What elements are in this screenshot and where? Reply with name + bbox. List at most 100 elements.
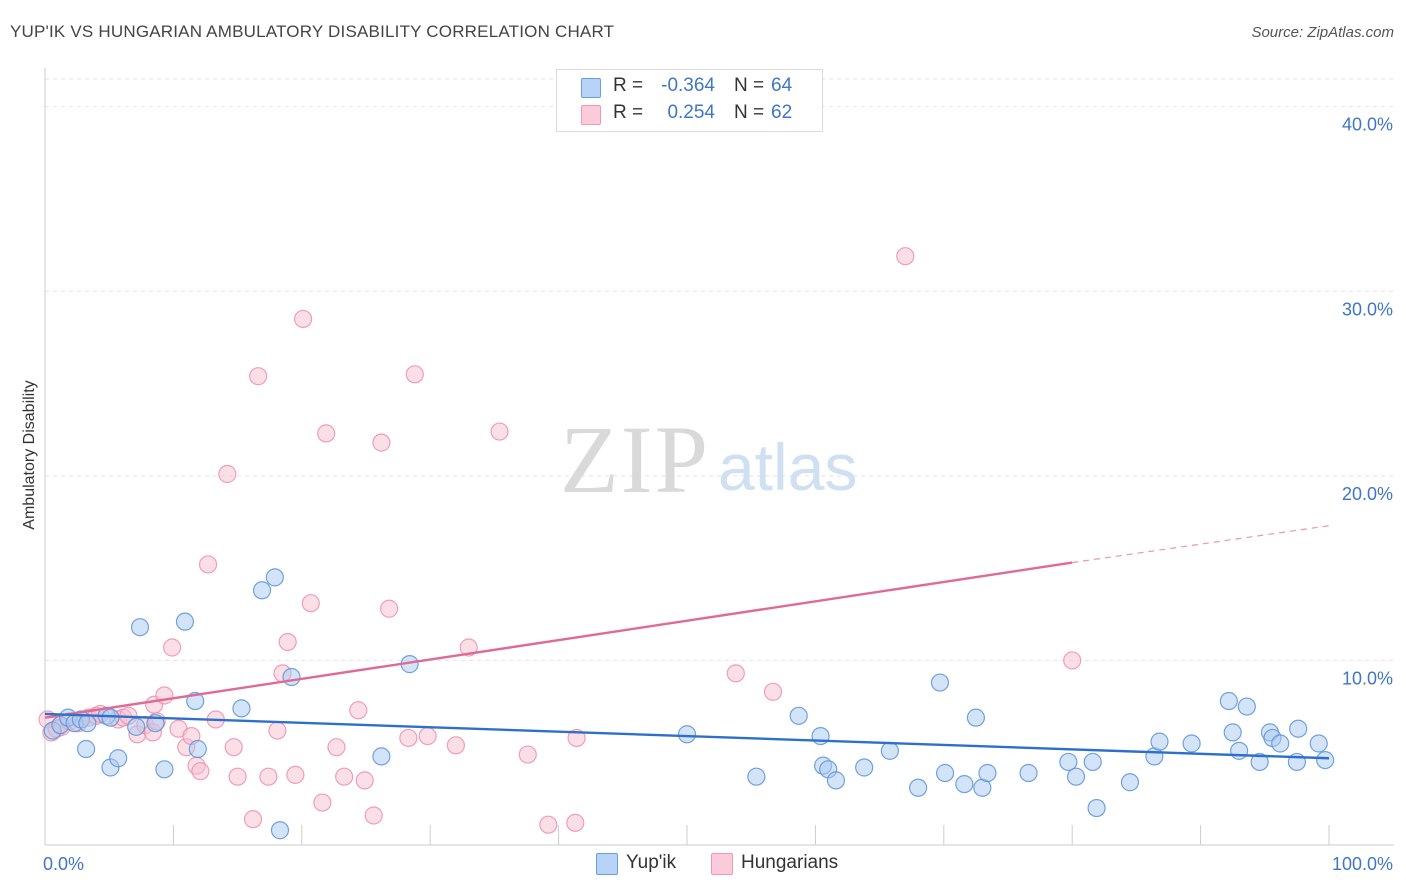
yupik-point (1250, 752, 1269, 772)
yupik-point (747, 767, 766, 786)
hungarians-point (327, 738, 346, 757)
yupik-point (880, 741, 899, 760)
hungarians-point (293, 309, 313, 329)
watermark: ZIP atlas (560, 406, 857, 513)
yupik-point (1223, 723, 1242, 742)
yupik-point (955, 774, 974, 794)
hungarians-point (364, 806, 383, 825)
trend-lines (44, 525, 1330, 760)
hungarians-point (1063, 651, 1082, 670)
hungarians-point (372, 433, 391, 452)
yupik-point (677, 725, 697, 744)
hungarians-point (567, 728, 586, 748)
legend-label-yupik: Yup'ik (626, 852, 677, 873)
yupik-point (1289, 719, 1308, 738)
hungarians-point (446, 736, 465, 755)
stats-n-value: 62 (771, 102, 793, 123)
hungarians-point (224, 738, 243, 757)
hungarians-point (418, 726, 437, 746)
x-tick-label: 0.0% (43, 854, 84, 874)
hungarians-point (268, 721, 287, 740)
yupik-point (1230, 741, 1249, 760)
stats-r-value: -0.364 (661, 75, 715, 96)
yupik-point (1083, 752, 1102, 772)
yupik-point (1182, 734, 1201, 753)
yupik-point (1150, 732, 1169, 751)
hungarians-point (490, 422, 509, 441)
yupik-point (175, 612, 195, 631)
stats-swatch-hungarians (581, 105, 601, 125)
yupik-point (1066, 767, 1086, 786)
gridlines (45, 78, 1394, 661)
yupik-point (232, 699, 251, 718)
hungarians-point (301, 594, 320, 613)
hungarians-point (399, 728, 418, 748)
hungarians-point (259, 767, 278, 786)
x-tick-label: 100.0% (1332, 854, 1393, 874)
yupik-point (265, 568, 284, 587)
yupik-point (372, 747, 391, 766)
hungarians-trend-line (44, 561, 1073, 719)
hungarians-point (313, 793, 332, 812)
axes (44, 68, 1394, 846)
yupik-point (930, 673, 950, 692)
yupik-point (1271, 734, 1290, 753)
yupik-point (270, 821, 290, 840)
yupik-point (109, 749, 128, 768)
yupik-point (1219, 691, 1238, 711)
yupik-point (909, 778, 928, 797)
yupik-point (1237, 697, 1256, 716)
yupik-point (966, 708, 986, 727)
yupik-point (789, 706, 808, 725)
watermark-atlas: atlas (718, 430, 857, 504)
stats-r-value: 0.254 (667, 102, 715, 123)
source-credit: Source: ZipAtlas.com (1251, 24, 1394, 41)
hungarians-point (218, 464, 237, 484)
hungarians-point (198, 555, 218, 574)
yupik-point (1309, 734, 1328, 753)
hungarians-point (763, 682, 783, 701)
hungarians-point (539, 815, 558, 834)
y-tick-label: 20.0% (1342, 484, 1393, 504)
yupik-point (101, 708, 120, 727)
hungarians-point (566, 813, 585, 832)
yupik-points (43, 568, 1335, 840)
yupik-point (1316, 750, 1335, 770)
y-tick-label: 30.0% (1342, 299, 1393, 319)
yupik-point (978, 763, 997, 783)
stats-n-label: N = (734, 75, 765, 96)
yupik-point (188, 739, 207, 759)
watermark-zip: ZIP (560, 406, 710, 513)
tick-labels: 10.0% 20.0% 30.0% 40.0% 0.0% 100.0% (43, 115, 1393, 874)
yupik-point (282, 667, 301, 687)
yupik-trend-line (44, 712, 1330, 760)
legend-swatch-yupik (596, 853, 618, 875)
y-tick-label: 40.0% (1342, 115, 1393, 135)
hungarians-point (191, 762, 210, 781)
yupik-point (155, 760, 174, 779)
hungarians-point (243, 810, 263, 829)
hungarians-point (249, 367, 268, 386)
legend-swatch-hungarians (711, 853, 733, 875)
stats-box: R = -0.364 N = 64 R = 0.254 N = 62 (556, 69, 823, 132)
hungarians-point (286, 765, 305, 784)
stats-r-label: R = (613, 75, 644, 96)
yupik-point (1087, 798, 1106, 818)
hungarians-point (380, 599, 399, 618)
yupik-point (76, 739, 96, 759)
legend-label-hungarians: Hungarians (741, 852, 839, 873)
hungarians-point (228, 767, 247, 786)
hungarians-point (405, 365, 424, 384)
hungarians-point (355, 771, 374, 790)
hungarians-trend-extension (1072, 525, 1330, 564)
yupik-point (826, 771, 846, 790)
hungarians-point (278, 632, 297, 652)
hungarians-point (349, 701, 368, 720)
hungarians-point (335, 767, 354, 786)
stats-swatch-yupik (581, 78, 601, 98)
chart-title: YUP'IK VS HUNGARIAN AMBULATORY DISABILIT… (10, 22, 615, 41)
hungarians-point (726, 664, 745, 683)
stats-r-label: R = (613, 102, 644, 123)
hungarians-point (459, 638, 478, 657)
